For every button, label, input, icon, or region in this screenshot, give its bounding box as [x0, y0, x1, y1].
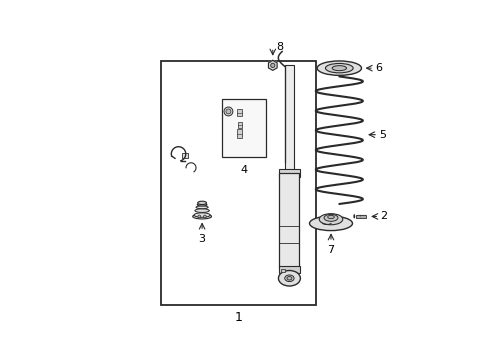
Ellipse shape — [192, 214, 211, 219]
Bar — [182, 153, 187, 158]
Bar — [278, 266, 299, 273]
Ellipse shape — [325, 63, 352, 73]
Ellipse shape — [284, 275, 293, 282]
Text: 1: 1 — [234, 311, 242, 324]
Bar — [279, 174, 299, 268]
Text: 5: 5 — [379, 130, 386, 140]
Ellipse shape — [196, 206, 208, 209]
Text: 8: 8 — [276, 41, 283, 51]
Ellipse shape — [324, 214, 337, 221]
Text: 6: 6 — [375, 63, 382, 73]
Bar — [237, 122, 241, 128]
Bar — [355, 215, 365, 218]
Text: 7: 7 — [327, 245, 334, 255]
Circle shape — [225, 109, 230, 114]
Bar — [285, 66, 293, 174]
Text: 3: 3 — [198, 234, 205, 244]
Circle shape — [270, 63, 274, 67]
Ellipse shape — [197, 201, 206, 204]
Bar — [221, 99, 265, 157]
Circle shape — [203, 215, 206, 218]
Bar — [280, 269, 284, 272]
Ellipse shape — [317, 61, 361, 75]
Ellipse shape — [327, 215, 334, 219]
Bar — [236, 109, 241, 116]
Bar — [160, 61, 315, 305]
Polygon shape — [268, 60, 277, 70]
Circle shape — [198, 215, 200, 218]
Ellipse shape — [278, 270, 300, 286]
Ellipse shape — [319, 214, 342, 225]
Text: 4: 4 — [240, 165, 247, 175]
Ellipse shape — [197, 204, 207, 206]
Polygon shape — [353, 215, 354, 218]
Ellipse shape — [194, 213, 210, 217]
Ellipse shape — [309, 216, 352, 231]
Ellipse shape — [286, 276, 291, 280]
Circle shape — [224, 107, 232, 116]
Text: 2: 2 — [380, 211, 386, 221]
Ellipse shape — [331, 66, 346, 71]
Bar — [278, 169, 300, 177]
Bar — [236, 129, 242, 138]
Ellipse shape — [195, 209, 209, 212]
